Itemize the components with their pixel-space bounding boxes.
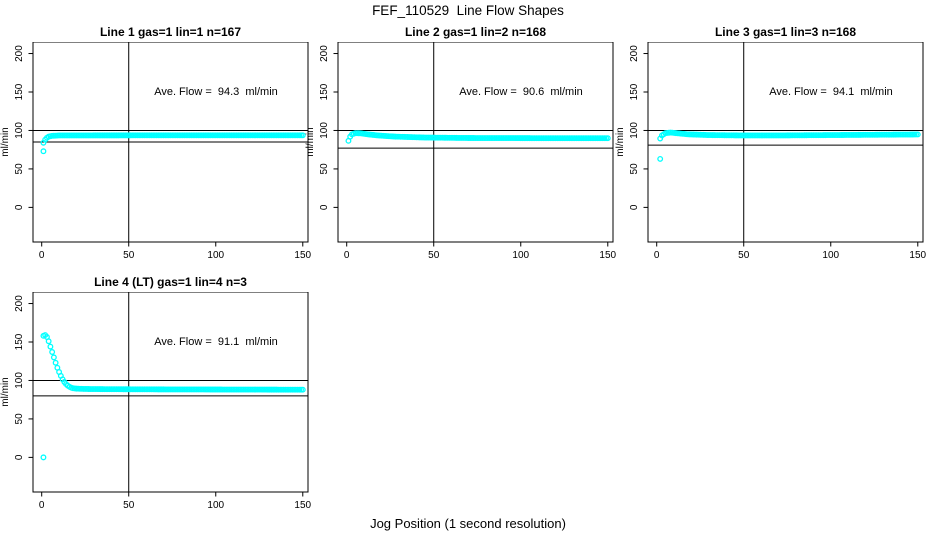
data-points xyxy=(40,332,306,461)
x-tick-label: 100 xyxy=(512,250,529,261)
data-point xyxy=(49,349,56,355)
y-tick-label: 0 xyxy=(629,204,640,210)
y-tick-label: 200 xyxy=(14,295,25,312)
y-axis-label: ml/min xyxy=(615,127,626,156)
y-tick-label: 50 xyxy=(14,163,25,175)
data-point xyxy=(52,359,59,366)
y-axis-label: ml/min xyxy=(305,127,316,156)
y-tick-label: 150 xyxy=(14,83,25,100)
x-tick-label: 0 xyxy=(39,250,45,261)
x-tick-label: 150 xyxy=(599,250,616,261)
figure-title: FEF_110529 Line Flow Shapes xyxy=(372,3,564,18)
data-point xyxy=(299,386,306,393)
y-tick-label: 150 xyxy=(14,333,25,350)
y-tick-label: 100 xyxy=(629,122,640,139)
data-point xyxy=(47,343,54,350)
y-tick-label: 200 xyxy=(14,45,25,62)
x-tick-label: 150 xyxy=(294,500,311,511)
y-tick-label: 0 xyxy=(319,204,330,210)
plot-layer: 0 50 100 150 0 50 100 150 200 xyxy=(14,292,312,511)
plot-frame xyxy=(337,42,614,243)
x-tick-label: 50 xyxy=(123,500,135,511)
x-tick-label: 100 xyxy=(207,500,224,511)
data-point xyxy=(40,148,47,155)
ave-flow-annotation: Ave. Flow = 94.1 ml/min xyxy=(769,86,893,98)
data-point xyxy=(657,155,664,162)
data-point xyxy=(40,454,47,461)
data-points xyxy=(40,132,306,155)
panel-line4: Line 4 (LT) gas=1 lin=4 n=3 0 50 100 150 0 50… xyxy=(0,274,314,514)
y-tick-label: 200 xyxy=(629,45,640,62)
y-axis-label: ml/min xyxy=(0,127,11,156)
y-tick-label: 100 xyxy=(14,372,25,389)
y-axis-label: ml/min xyxy=(0,377,11,406)
y-tick-label: 100 xyxy=(14,122,25,139)
data-points xyxy=(345,130,611,144)
x-tick-label: 100 xyxy=(207,250,224,261)
x-tick-label: 0 xyxy=(654,250,660,261)
panel-line3: Line 3 gas=1 lin=3 n=168 0 50 100 150 0 50 100… xyxy=(615,24,929,264)
line1-chart: 0 50 100 150 0 50 100 150 200 Ave. Flow = 94.3 m… xyxy=(0,42,312,261)
x-tick-label: 150 xyxy=(294,250,311,261)
y-tick-label: 50 xyxy=(14,413,25,425)
plot-frame xyxy=(32,292,309,493)
y-tick-label: 150 xyxy=(629,83,640,100)
panel-title: Line 3 gas=1 lin=3 n=168 xyxy=(714,25,857,39)
x-tick-label: 50 xyxy=(123,250,135,261)
y-tick-label: 150 xyxy=(319,83,330,100)
y-tick-label: 200 xyxy=(319,45,330,62)
panel-line1: Line 1 gas=1 lin=1 n=167 0 50 100 150 0 50 100… xyxy=(0,24,314,264)
ave-flow-annotation: Ave. Flow = 91.1 ml/min xyxy=(154,336,278,348)
line4-chart: 0 50 100 150 0 50 100 150 200 Ave. Flow = 91.1 m… xyxy=(0,292,312,511)
x-tick-label: 150 xyxy=(909,250,926,261)
y-tick-label: 0 xyxy=(14,454,25,460)
plot-layer: 0 50 100 150 0 50 100 150 200 xyxy=(319,42,617,261)
panel-title: Line 1 gas=1 lin=1 n=167 xyxy=(99,25,242,39)
y-tick-label: 100 xyxy=(319,122,330,139)
data-point xyxy=(45,338,52,345)
data-point xyxy=(914,131,921,138)
y-tick-label: 50 xyxy=(319,163,330,175)
data-points xyxy=(657,129,921,162)
y-tick-label: 0 xyxy=(14,204,25,210)
panel-title: Line 4 (LT) gas=1 lin=4 n=3 xyxy=(94,275,247,289)
ave-flow-annotation: Ave. Flow = 94.3 ml/min xyxy=(154,86,278,98)
plot-frame xyxy=(647,42,924,243)
x-tick-label: 50 xyxy=(738,250,750,261)
data-point xyxy=(604,135,611,142)
line2-chart: 0 50 100 150 0 50 100 150 200 Ave. Flow = 90.6 m… xyxy=(305,42,617,261)
x-tick-label: 50 xyxy=(428,250,440,261)
x-tick-label: 100 xyxy=(822,250,839,261)
y-tick-label: 50 xyxy=(629,163,640,175)
plot-layer: 0 50 100 150 0 50 100 150 200 xyxy=(629,42,927,261)
panel-line2: Line 2 gas=1 lin=2 n=168 0 50 100 150 0 50 100… xyxy=(305,24,619,264)
data-point xyxy=(50,354,57,361)
x-tick-label: 0 xyxy=(344,250,350,261)
data-point xyxy=(299,132,306,139)
x-tick-label: 0 xyxy=(39,500,45,511)
line3-chart: 0 50 100 150 0 50 100 150 200 Ave. Flow = 94.1 m… xyxy=(615,42,927,261)
ave-flow-annotation: Ave. Flow = 90.6 ml/min xyxy=(459,86,583,98)
panel-title: Line 2 gas=1 lin=2 n=168 xyxy=(404,25,547,39)
shared-x-axis-label: Jog Position (1 second resolution) xyxy=(370,516,566,531)
plot-layer: 0 50 100 150 0 50 100 150 200 xyxy=(14,42,312,261)
